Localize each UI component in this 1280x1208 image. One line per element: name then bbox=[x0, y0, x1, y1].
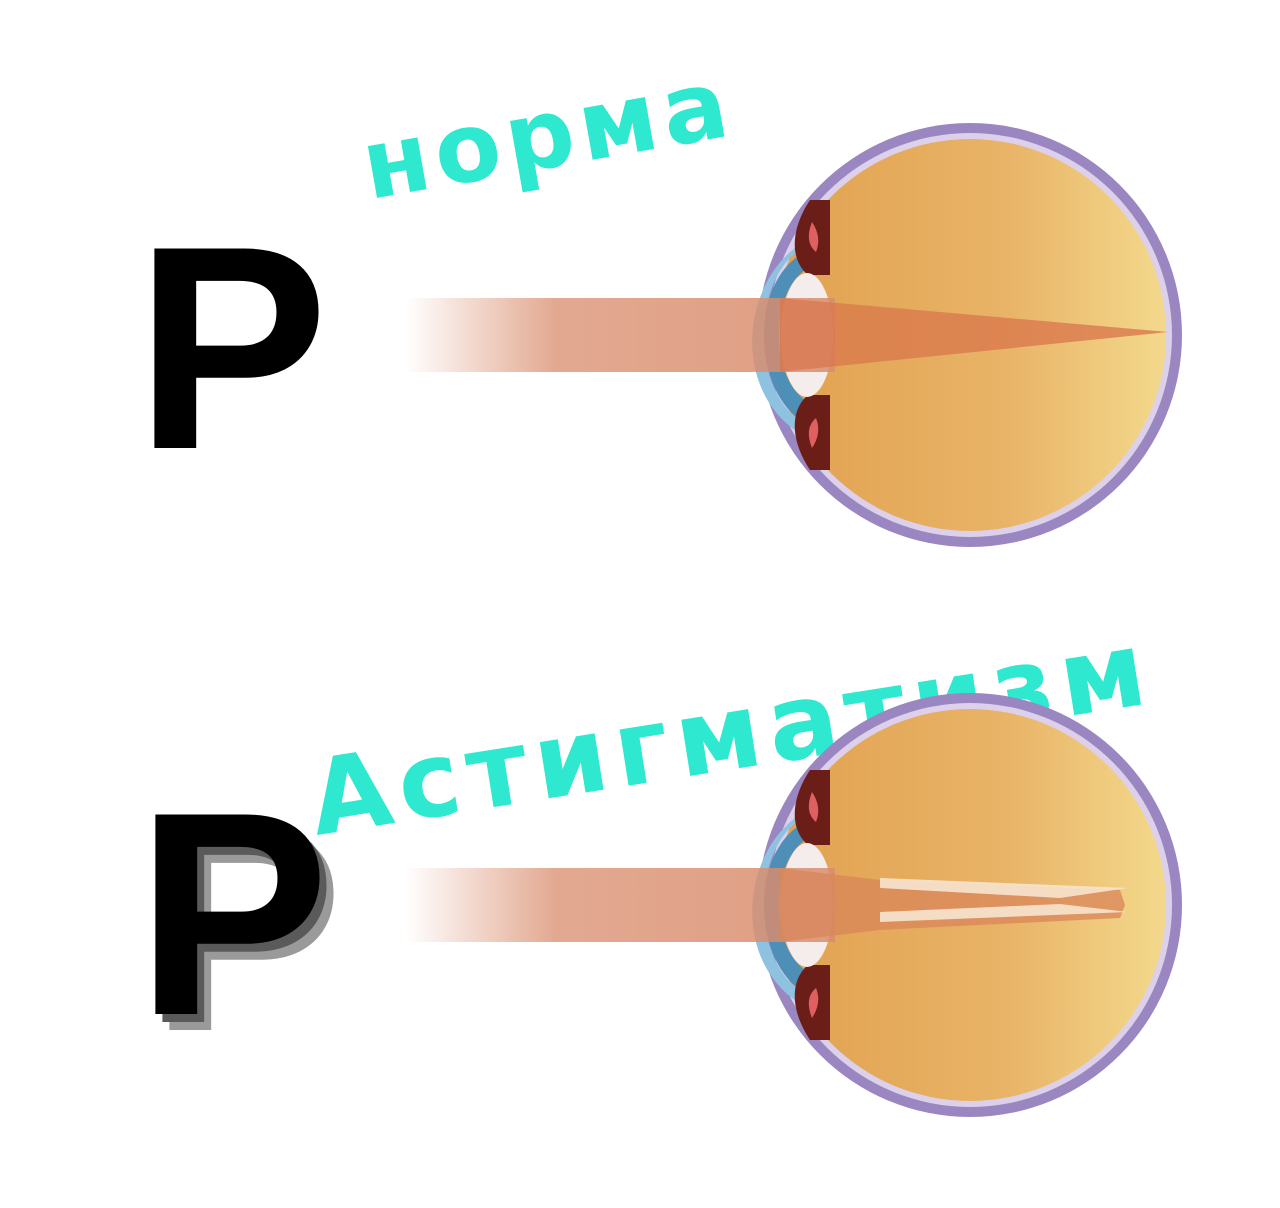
focus-line-lower bbox=[880, 904, 1128, 922]
anterior-chamber bbox=[764, 825, 805, 990]
ciliary-muscle bbox=[808, 792, 819, 822]
normal-panel: норма P bbox=[135, 47, 1182, 547]
eye-astigmatism bbox=[405, 693, 1182, 1117]
focus-line-upper bbox=[880, 878, 1128, 898]
ciliary-muscle bbox=[808, 418, 819, 448]
letter-main: P bbox=[136, 752, 329, 1076]
letter-ghost: P bbox=[150, 768, 343, 1092]
light-beam bbox=[405, 298, 835, 372]
cornea bbox=[752, 238, 812, 440]
eye-normal bbox=[405, 123, 1182, 547]
letter-astigmatism: P P P bbox=[136, 752, 343, 1092]
normal-label: норма bbox=[354, 47, 742, 222]
letter-ghost: P bbox=[143, 760, 336, 1084]
astigmatism-panel: Астигматизм P P P bbox=[136, 606, 1182, 1117]
ciliary-muscle bbox=[808, 988, 819, 1018]
light-beam bbox=[405, 868, 835, 942]
focus-cone-main bbox=[780, 868, 1125, 942]
cornea bbox=[752, 808, 812, 1010]
letter-normal: P bbox=[135, 186, 328, 510]
anterior-chamber bbox=[764, 255, 805, 420]
focus-cone bbox=[780, 298, 1168, 372]
ciliary-muscle bbox=[808, 222, 819, 252]
